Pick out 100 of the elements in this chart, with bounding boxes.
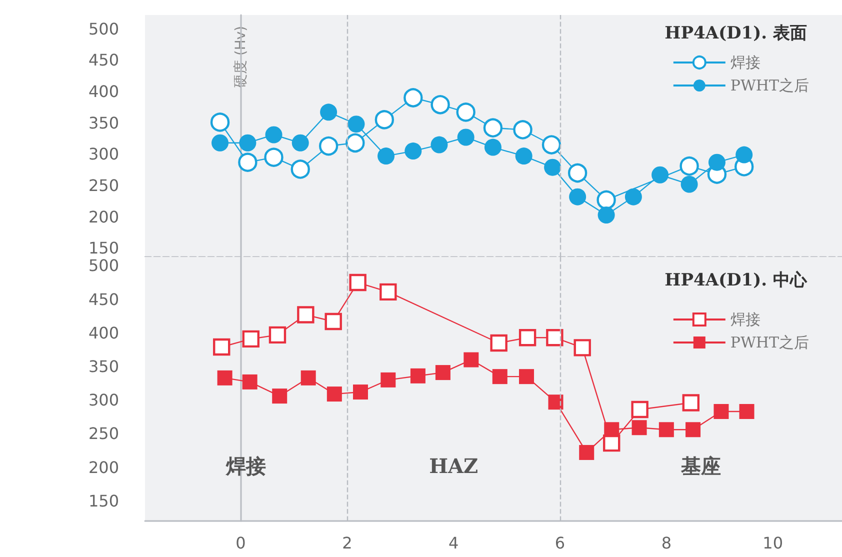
point xyxy=(515,148,532,165)
point xyxy=(268,326,286,344)
annotation: 基座 xyxy=(680,454,722,478)
point xyxy=(212,134,229,152)
point xyxy=(569,188,586,206)
point xyxy=(682,394,700,412)
y-tick-label: 450 xyxy=(88,290,119,309)
point xyxy=(404,142,422,160)
point xyxy=(457,128,474,146)
y-tick-label: 200 xyxy=(88,207,119,226)
point xyxy=(346,133,365,152)
point xyxy=(265,126,282,144)
y-tick-label: 400 xyxy=(88,323,119,342)
y-tick-label: 250 xyxy=(88,176,119,196)
point xyxy=(264,148,284,167)
point xyxy=(518,369,534,384)
point xyxy=(652,166,669,184)
point xyxy=(739,404,754,420)
point xyxy=(292,134,309,152)
x-tick-label: 2 xyxy=(342,534,352,552)
point xyxy=(604,422,620,438)
point xyxy=(404,88,423,108)
point xyxy=(435,365,450,380)
point xyxy=(598,206,615,224)
y-tick-label: 300 xyxy=(88,144,119,164)
point xyxy=(624,188,642,206)
annotation: 焊接 xyxy=(225,454,266,478)
point xyxy=(714,404,729,420)
point xyxy=(596,190,616,210)
point xyxy=(349,274,366,292)
point xyxy=(686,422,701,438)
legend-label: 焊接 xyxy=(730,310,760,328)
point xyxy=(318,136,338,156)
text: HP4A(D1). 表面 xyxy=(664,24,807,44)
point xyxy=(456,102,476,122)
point xyxy=(326,386,342,402)
legend-label: PWHT之后 xyxy=(730,334,810,352)
y-tick-label: 500 xyxy=(88,19,119,38)
point xyxy=(631,400,648,418)
y-tick-label: 350 xyxy=(88,113,119,132)
point xyxy=(239,134,256,152)
legend-label: PWHT之后 xyxy=(730,76,810,94)
y-tick-label: 400 xyxy=(88,82,119,101)
point xyxy=(242,330,260,348)
point xyxy=(548,394,564,410)
point xyxy=(546,329,564,346)
point xyxy=(490,334,508,352)
point xyxy=(542,135,562,154)
point xyxy=(483,118,503,138)
point xyxy=(680,176,698,193)
point xyxy=(544,158,562,176)
text: HP4A(D1). 中心 xyxy=(664,270,808,290)
point xyxy=(430,136,448,154)
point xyxy=(410,368,426,384)
point xyxy=(272,388,288,404)
point xyxy=(513,120,532,140)
y-tick-label: 350 xyxy=(88,356,119,376)
point xyxy=(632,420,647,436)
point xyxy=(378,148,395,165)
point xyxy=(297,306,314,324)
x-tick-label: 0 xyxy=(236,534,246,552)
point xyxy=(380,372,396,388)
point xyxy=(213,338,230,356)
y-tick-label: 500 xyxy=(88,256,119,276)
x-tick-label: 8 xyxy=(661,534,672,552)
point xyxy=(658,422,674,438)
point xyxy=(579,444,594,460)
point xyxy=(430,95,450,114)
point xyxy=(374,110,394,130)
point xyxy=(574,339,591,356)
point xyxy=(210,112,230,132)
y-tick-label: 250 xyxy=(88,424,119,444)
point xyxy=(242,374,258,390)
point xyxy=(568,163,588,183)
point xyxy=(290,160,310,179)
point xyxy=(324,312,342,330)
x-tick-label: 4 xyxy=(448,534,459,552)
point xyxy=(300,370,316,386)
point xyxy=(320,104,338,121)
x-tick-label: 6 xyxy=(554,534,566,552)
y-tick-label: 200 xyxy=(88,458,119,477)
legend-label: 焊接 xyxy=(730,54,760,72)
y-tick-label: 450 xyxy=(88,50,119,70)
y-tick-label: 300 xyxy=(88,390,119,410)
point xyxy=(484,138,502,156)
point xyxy=(736,146,753,164)
point xyxy=(464,352,479,368)
y-tick-label: 150 xyxy=(88,491,119,510)
point xyxy=(352,384,368,400)
point xyxy=(348,116,365,133)
point xyxy=(492,369,508,384)
point xyxy=(380,283,397,301)
x-tick-label: 10 xyxy=(762,534,784,552)
point xyxy=(518,329,536,346)
point xyxy=(680,156,699,176)
point xyxy=(708,154,726,171)
y-tick-label: 150 xyxy=(88,238,119,258)
annotation: HAZ xyxy=(429,454,478,478)
point xyxy=(217,370,232,386)
point xyxy=(238,152,258,172)
